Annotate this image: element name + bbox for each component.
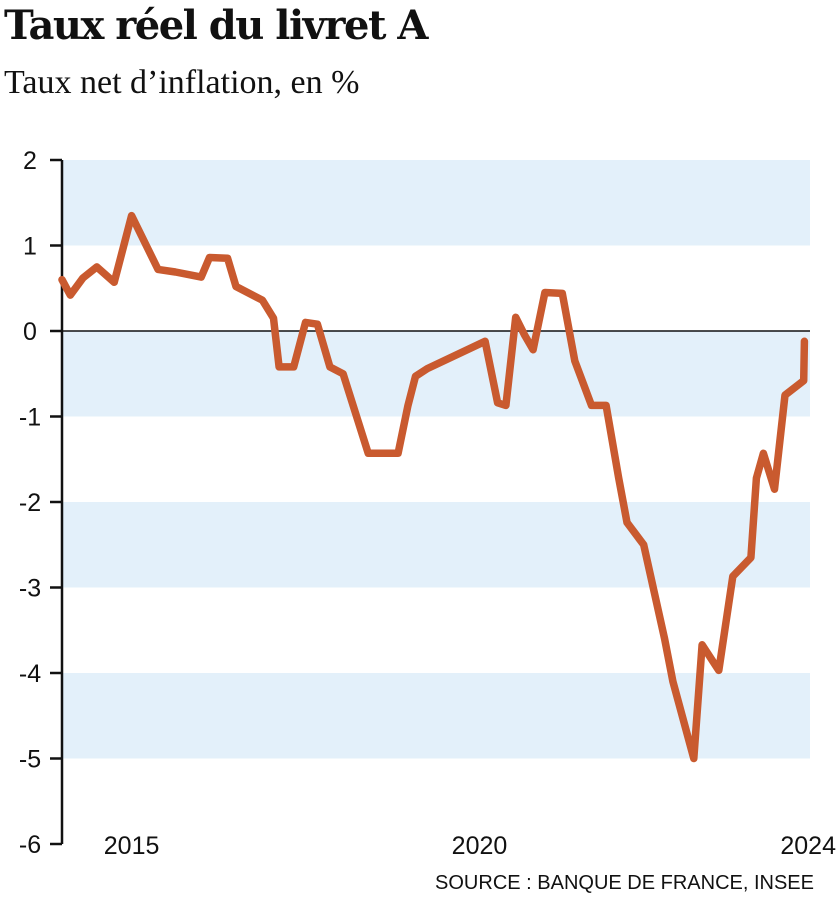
chart-subtitle: Taux net d’inflation, en %: [4, 64, 360, 101]
x-tick-label: 2015: [104, 832, 160, 860]
chart-title: Taux réel du livret A: [4, 2, 428, 49]
data-series: [58, 211, 809, 763]
x-tick-label: 2020: [452, 832, 508, 860]
y-tick-label: 2: [23, 147, 37, 175]
series-line-0: [58, 211, 809, 763]
y-tick-label: -4: [19, 660, 41, 688]
y-tick-label: 1: [23, 233, 37, 261]
source-note: SOURCE : BANQUE DE FRANCE, INSEE: [435, 872, 814, 894]
y-tick-label: -1: [19, 404, 41, 432]
band-2: [62, 502, 810, 588]
y-tick-label: -6: [19, 831, 41, 859]
axes: [50, 158, 810, 846]
band-0: [62, 160, 810, 246]
y-tick-labels: 2 1 0 -1 -2 -3 -4 -5 -6: [19, 147, 41, 859]
y-tick-label: -3: [19, 575, 41, 603]
y-tick-label: -2: [19, 489, 41, 517]
y-tick-label: -5: [19, 746, 41, 774]
band-1: [62, 331, 810, 417]
x-tick-label: 2024: [780, 832, 836, 860]
x-tick-labels: 2015 2020 2024: [104, 832, 836, 860]
y-tick-label: 0: [23, 318, 37, 346]
